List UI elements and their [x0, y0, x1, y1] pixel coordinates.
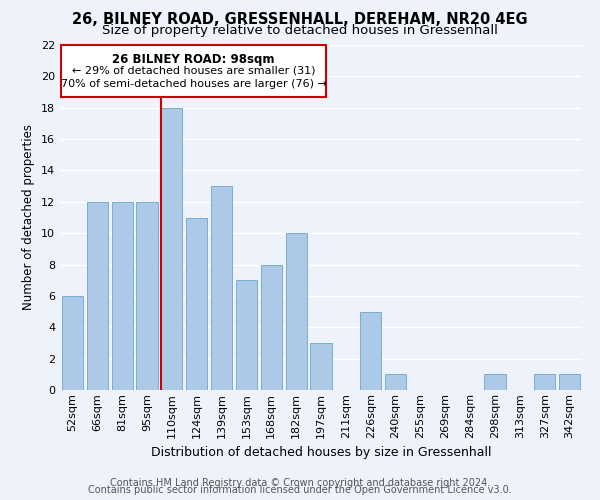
- Bar: [62, 296, 83, 390]
- Bar: [360, 312, 381, 390]
- Text: ← 29% of detached houses are smaller (31): ← 29% of detached houses are smaller (31…: [72, 66, 316, 76]
- Text: Contains public sector information licensed under the Open Government Licence v3: Contains public sector information licen…: [88, 485, 512, 495]
- Bar: [186, 218, 207, 390]
- Bar: [161, 108, 182, 390]
- Bar: [559, 374, 580, 390]
- Text: 26 BILNEY ROAD: 98sqm: 26 BILNEY ROAD: 98sqm: [112, 53, 275, 66]
- Bar: [385, 374, 406, 390]
- Text: Contains HM Land Registry data © Crown copyright and database right 2024.: Contains HM Land Registry data © Crown c…: [110, 478, 490, 488]
- Bar: [286, 233, 307, 390]
- Bar: [484, 374, 506, 390]
- Bar: [112, 202, 133, 390]
- Bar: [136, 202, 158, 390]
- X-axis label: Distribution of detached houses by size in Gressenhall: Distribution of detached houses by size …: [151, 446, 491, 459]
- Bar: [261, 264, 282, 390]
- Text: Size of property relative to detached houses in Gressenhall: Size of property relative to detached ho…: [102, 24, 498, 37]
- Bar: [87, 202, 108, 390]
- Bar: [310, 343, 332, 390]
- Text: 70% of semi-detached houses are larger (76) →: 70% of semi-detached houses are larger (…: [61, 78, 326, 88]
- Bar: [534, 374, 555, 390]
- Bar: [211, 186, 232, 390]
- Text: 26, BILNEY ROAD, GRESSENHALL, DEREHAM, NR20 4EG: 26, BILNEY ROAD, GRESSENHALL, DEREHAM, N…: [72, 12, 528, 28]
- Bar: [236, 280, 257, 390]
- Bar: [61, 45, 326, 97]
- Y-axis label: Number of detached properties: Number of detached properties: [22, 124, 35, 310]
